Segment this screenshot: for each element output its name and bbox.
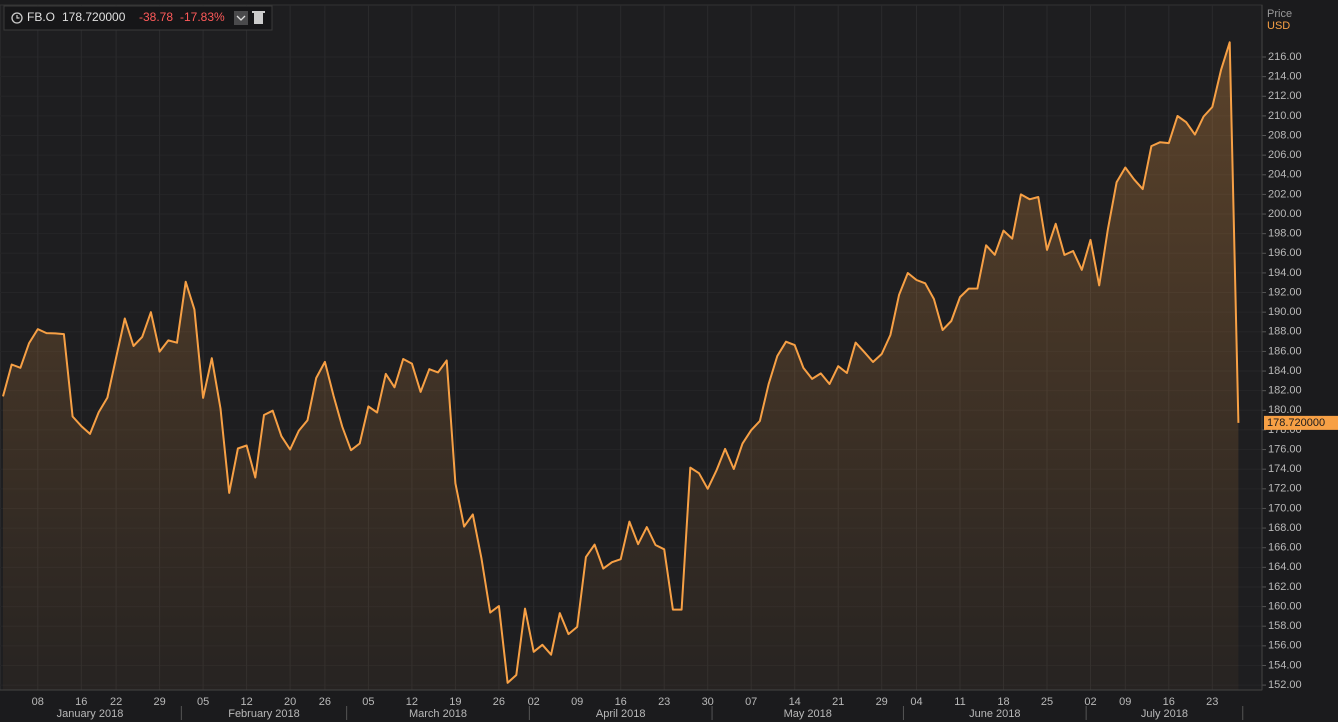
x-tick-label: 26: [319, 696, 331, 708]
x-tick-label: 23: [658, 696, 670, 708]
area: [3, 42, 1239, 691]
x-tick-label: 26: [493, 696, 505, 708]
y-tick-label: 194.00: [1268, 267, 1302, 279]
y-tick-label: 210.00: [1268, 110, 1302, 122]
header-box: [3, 5, 273, 31]
y-tick-label: 168.00: [1268, 522, 1302, 534]
month-label: January 2018: [57, 708, 124, 720]
y-tick-label: 174.00: [1268, 463, 1302, 475]
x-tick-label: 30: [702, 696, 714, 708]
last-price-box: [1264, 415, 1338, 430]
x-tick-label: 12: [240, 696, 252, 708]
y-tick-label: 160.00: [1268, 600, 1302, 612]
y-tick-label: 208.00: [1268, 129, 1302, 141]
instrument-header: FB.O 178.720000 -38.78 -17.83%: [3, 5, 273, 31]
y-tick-label: 184.00: [1268, 365, 1302, 377]
x-tick-label: 19: [449, 696, 461, 708]
x-tick-label: 18: [997, 696, 1009, 708]
last-price-label: 178.720000: [1267, 417, 1325, 429]
month-label: May 2018: [784, 708, 832, 720]
y-tick-label: 202.00: [1268, 188, 1302, 200]
y-tick-label: 200.00: [1268, 208, 1302, 220]
dropdown-arrow: [236, 15, 246, 21]
month-label: June 2018: [969, 708, 1020, 720]
axes: 152.00 154.00 156.00 158.00 160.00 162.00 164.…: [32, 51, 1302, 720]
y-tick-label: 152.00: [1268, 679, 1302, 691]
currency: USD: [1267, 20, 1290, 32]
y-tick-label: 156.00: [1268, 640, 1302, 652]
y-tick-label: 206.00: [1268, 149, 1302, 161]
x-tick-label: 12: [406, 696, 418, 708]
x-tick-label: 16: [615, 696, 627, 708]
y-tick-label: 216.00: [1268, 51, 1302, 63]
clock-icon: [11, 12, 23, 24]
instrument: FB.O: [27, 10, 55, 24]
month-label: April 2018: [596, 708, 646, 720]
clock-hands: [16, 15, 20, 19]
x-tick-label: 07: [745, 696, 757, 708]
y-tick-label: 176.00: [1268, 443, 1302, 455]
y-tick-label: 182.00: [1268, 385, 1302, 397]
y-tick-label: 212.00: [1268, 90, 1302, 102]
y-tick-label: 196.00: [1268, 247, 1302, 259]
x-tick-label: 16: [1163, 696, 1175, 708]
x-tick-label: 23: [1206, 696, 1218, 708]
y-tick-label: 188.00: [1268, 326, 1302, 338]
x-tick-label: 16: [75, 696, 87, 708]
x-tick-label: 21: [832, 696, 844, 708]
y-tick-label: 162.00: [1268, 581, 1302, 593]
month-label: February 2018: [228, 708, 300, 720]
y-tick-label: 170.00: [1268, 502, 1302, 514]
price-line: [2, 41, 1240, 684]
x-tick-label: 08: [32, 696, 44, 708]
y-tick-label: 166.00: [1268, 542, 1302, 554]
x-tick-label: 02: [1084, 696, 1096, 708]
y-tick-label: 158.00: [1268, 620, 1302, 632]
x-tick-label: 29: [876, 696, 888, 708]
y-tick-label: 186.00: [1268, 345, 1302, 357]
delete-button[interactable]: [254, 13, 263, 24]
x-tick-label: 14: [789, 696, 801, 708]
y-tick-label: 172.00: [1268, 483, 1302, 495]
change-percent: -17.83%: [180, 10, 225, 24]
x-tick-label: 11: [954, 696, 965, 708]
x-tick-label: 09: [571, 696, 583, 708]
month-label: July 2018: [1141, 708, 1188, 720]
x-tick-label: 22: [110, 696, 122, 708]
y-tick-label: 204.00: [1268, 169, 1302, 181]
x-tick-label: 09: [1119, 696, 1131, 708]
y-tick-label: 164.00: [1268, 561, 1302, 573]
y-tick-label: 198.00: [1268, 228, 1302, 240]
last-price: 178.720000: [62, 10, 126, 24]
y-tick-label: 154.00: [1268, 659, 1302, 671]
change: -38.78: [139, 10, 173, 24]
y-tick-label: 214.00: [1268, 71, 1302, 83]
plot: [2, 41, 1240, 691]
month-label: March 2018: [409, 708, 467, 720]
y-tick-label: 192.00: [1268, 286, 1302, 298]
x-tick-label: 29: [153, 696, 165, 708]
x-tick-label: 05: [197, 696, 209, 708]
x-tick-label: 02: [528, 696, 540, 708]
x-tick-label: 25: [1041, 696, 1053, 708]
y-tick-label: 180.00: [1268, 404, 1302, 416]
y-axis-title: Price: [1267, 8, 1292, 20]
x-tick-label: 05: [362, 696, 374, 708]
x-tick-label: 04: [910, 696, 922, 708]
dropdown-button[interactable]: [234, 11, 248, 25]
y-tick-label: 190.00: [1268, 306, 1302, 318]
x-tick-label: 20: [284, 696, 296, 708]
delete-lid: [252, 11, 265, 13]
